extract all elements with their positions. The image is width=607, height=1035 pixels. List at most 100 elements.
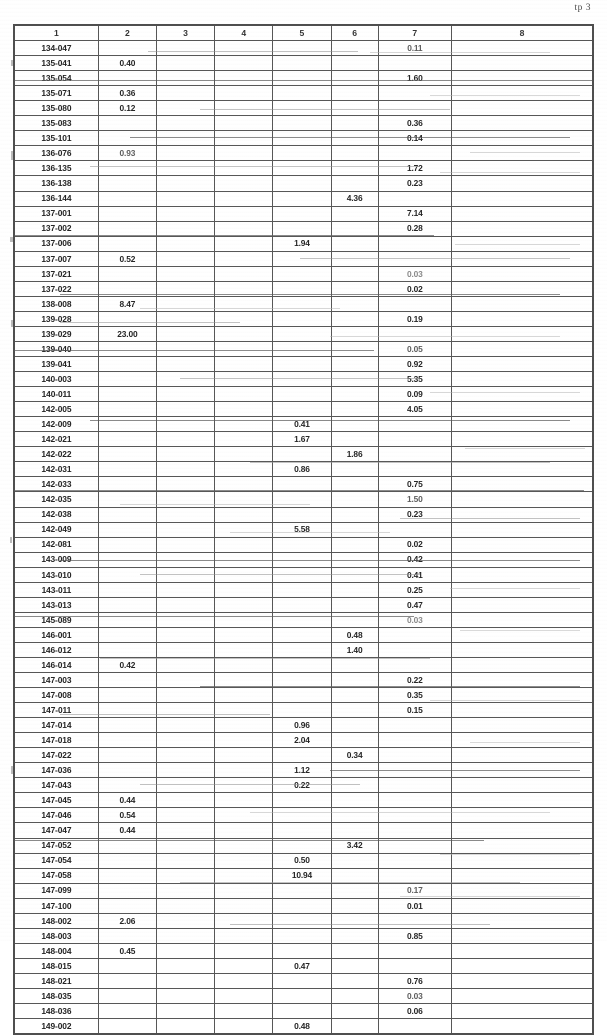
value-cell-col8 [450,837,594,854]
row-id-cell: 147-008 [13,687,99,704]
value-cell-col7 [377,641,452,658]
value-cell-col7 [377,792,452,809]
value-cell-col6: 0.48 [330,626,379,643]
value-cell-col5 [272,747,332,764]
row-id-cell: 149-002 [13,1018,99,1035]
row-id-cell: 139-040 [13,340,99,358]
value-cell-col4 [214,250,274,267]
table-row: 147-045 0.44 [13,792,594,809]
table-row: 147-054 0.50 [13,852,594,869]
table-row: 148-036 0.06 [13,1003,594,1020]
table-row: 147-099 0.17 [13,882,594,899]
value-cell-col6 [330,717,379,734]
value-cell-col7: 0.47 [377,596,452,613]
value-cell-col2 [97,867,157,884]
value-cell-col7: 0.42 [377,551,452,568]
value-cell-col2 [97,747,157,764]
table-row: 147-047 0.44 [13,822,594,839]
value-cell-col3 [155,70,216,87]
value-cell-col2 [97,536,157,553]
value-cell-col2 [97,280,157,297]
row-id-cell: 147-018 [13,732,99,749]
value-cell-col5 [272,942,332,959]
value-cell-col7: 0.01 [377,897,452,914]
value-cell-col8 [450,611,594,628]
row-id-cell: 147-052 [13,837,99,854]
value-cell-col2: 0.93 [97,145,157,162]
table-row: 142-021 1.67 [13,431,594,448]
table-row: 147-008 0.35 [13,687,594,704]
row-id-cell: 148-035 [13,987,99,1005]
table-row: 135-054 1.60 [13,70,594,87]
value-cell-col8 [450,506,594,523]
value-cell-col4 [214,40,274,57]
value-cell-col8 [450,521,594,538]
row-id-cell: 135-071 [13,85,99,102]
row-id-cell: 136-138 [13,175,99,192]
value-cell-col4 [214,551,274,568]
value-cell-col3 [155,822,216,839]
table-row: 147-014 0.96 [13,717,594,734]
value-cell-col5 [272,250,332,267]
value-cell-col2: 0.54 [97,807,157,824]
value-cell-col5: 0.48 [272,1018,332,1035]
value-cell-col6 [330,566,379,583]
table-row: 143-010 0.41 [13,566,594,583]
value-cell-col3 [155,295,216,312]
value-cell-col4 [214,1003,274,1020]
value-cell-col2: 0.45 [97,942,157,959]
value-cell-col2 [97,882,157,899]
value-cell-col5: 0.47 [272,957,332,974]
value-cell-col2 [97,1018,157,1035]
value-cell-col6 [330,250,379,267]
value-cell-col3 [155,521,216,538]
value-cell-col7 [377,747,452,764]
value-cell-col7 [377,852,452,869]
value-cell-col4 [214,160,274,177]
row-id-cell: 140-003 [13,371,99,388]
value-cell-col8 [450,732,594,749]
value-cell-col8 [450,340,594,358]
value-cell-col3 [155,987,216,1005]
value-cell-col3 [155,837,216,854]
value-cell-col3 [155,310,216,327]
value-cell-col4 [214,521,274,538]
value-cell-col6 [330,220,379,237]
value-cell-col8 [450,85,594,102]
row-id-cell: 148-021 [13,972,99,990]
value-cell-col2 [97,506,157,523]
value-cell-col3 [155,927,216,944]
value-cell-col2 [97,310,157,327]
value-cell-col3 [155,717,216,734]
value-cell-col6 [330,265,379,282]
value-cell-col8 [450,626,594,643]
value-cell-col8 [450,100,594,117]
value-cell-col2 [97,1003,157,1020]
row-id-cell: 142-033 [13,476,99,493]
value-cell-col8 [450,491,594,508]
column-header-8: 8 [450,24,594,42]
value-cell-col8 [450,777,594,794]
value-cell-col6 [330,280,379,297]
value-cell-col2 [97,70,157,87]
value-cell-col8 [450,551,594,568]
value-cell-col2 [97,220,157,237]
value-cell-col7: 0.28 [377,220,452,237]
value-cell-col3 [155,777,216,794]
row-id-cell: 135-080 [13,100,99,117]
value-cell-col6 [330,491,379,508]
table-row: 136-076 0.93 [13,145,594,162]
value-cell-col7: 7.14 [377,205,452,222]
value-cell-col4 [214,566,274,583]
value-cell-col8 [450,702,594,719]
row-id-cell: 146-001 [13,626,99,643]
row-id-cell: 135-054 [13,70,99,87]
value-cell-col7 [377,837,452,854]
value-cell-col7 [377,656,452,674]
value-cell-col6 [330,581,379,598]
value-cell-col2 [97,416,157,433]
value-cell-col2 [97,491,157,508]
value-cell-col3 [155,340,216,358]
value-cell-col4 [214,792,274,809]
value-cell-col7: 0.11 [377,40,452,57]
